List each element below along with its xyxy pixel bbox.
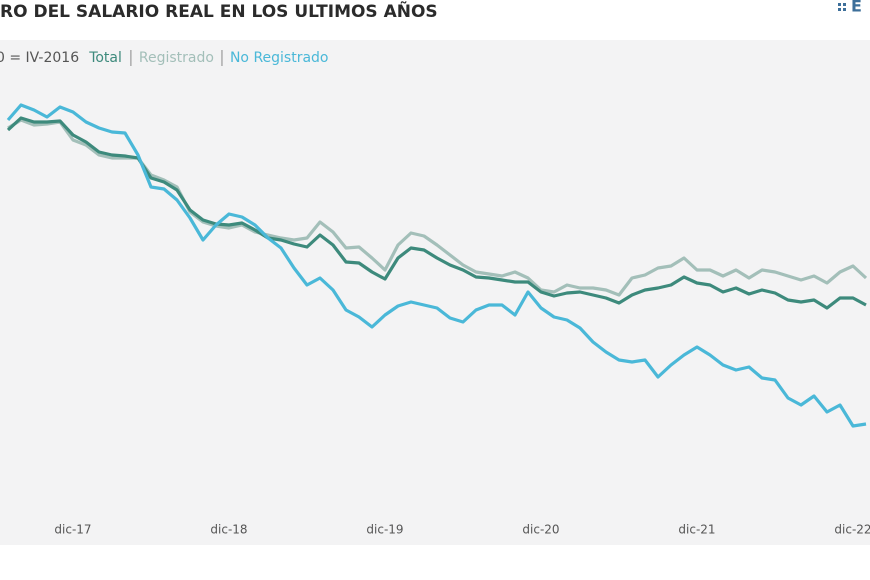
x-tick-label: dic-20 [522, 523, 559, 537]
x-tick-label: dic-21 [678, 523, 715, 537]
plot-background [0, 40, 870, 545]
x-tick-label: dic-18 [210, 523, 247, 537]
logo: E [838, 0, 862, 16]
series-line [7, 118, 868, 297]
legend-label: Total [88, 50, 122, 66]
subtitle: 0 = IV-2016 [0, 50, 79, 66]
logo-dot [843, 3, 846, 6]
legend-label: Registrado [139, 50, 214, 66]
legend-label: No Registrado [230, 50, 329, 66]
legend: Total Registrado No Registrado [88, 50, 329, 66]
x-tick-label: dic-22 [834, 523, 870, 537]
logo-dot [838, 8, 841, 11]
logo-dot [838, 3, 841, 6]
x-tick-label: dic-19 [366, 523, 403, 537]
x-tick-label: dic-17 [54, 523, 91, 537]
series-line [6, 103, 867, 428]
logo-dot [843, 8, 846, 11]
series-line [6, 116, 867, 310]
chart-title: RO DEL SALARIO REAL EN LOS ULTIMOS AÑOS [0, 0, 438, 22]
logo-text: E [851, 0, 862, 16]
